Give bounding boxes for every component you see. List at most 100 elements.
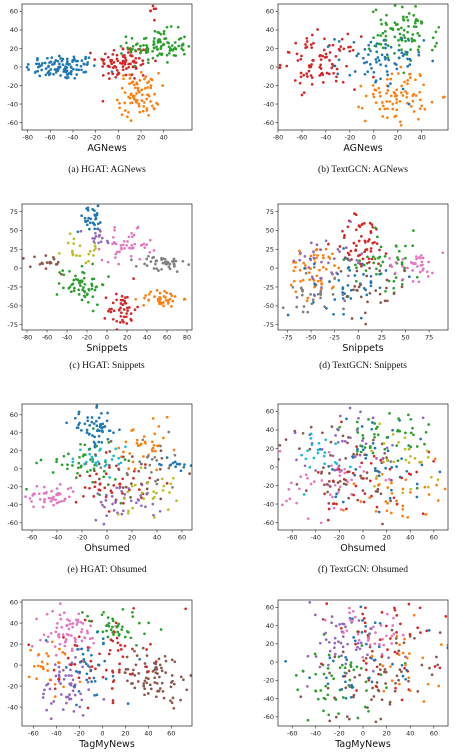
scatter-point [62,286,65,290]
scatter-point [398,100,402,103]
scatter-point [350,686,354,689]
scatter-point [155,48,159,51]
scatter-point [141,62,145,66]
scatter-point [373,422,377,425]
scatter-point [368,645,372,649]
scatter-point [278,457,280,461]
scatter-point [280,503,284,507]
scatter-point [164,299,168,302]
scatter-point [302,91,306,94]
scatter-point [77,293,81,296]
scatter-point [115,57,119,61]
y-tick-label: 40 [10,429,18,437]
scatter-point [331,468,334,471]
scatter-point [68,619,71,623]
panel-caption: (b) TextGCN: AGNews [318,164,408,175]
scatter-point [370,449,373,453]
scatter-point [91,427,95,430]
scatter-point [324,438,328,442]
scatter-point [44,267,48,270]
scatter-point [304,271,308,275]
scatter-point [362,477,365,480]
scatter-point [395,108,399,112]
scatter-point [124,301,128,305]
scatter-point [385,686,388,689]
scatter-point [105,629,108,633]
scatter-point [30,645,34,648]
y-tick-label: 60 [10,8,18,16]
scatter-point [314,248,318,252]
scatter-point [167,51,171,55]
scatter-point [122,308,126,311]
scatter-point [119,243,123,247]
scatter-point [151,4,155,8]
scatter-point [278,66,282,70]
scatter-point [99,466,103,469]
scatter-point [100,441,104,444]
scatter-point [434,30,438,34]
scatter-point [421,256,425,260]
scatter-point [118,428,121,432]
scatter-point [106,411,109,415]
scatter-point [295,305,299,309]
scatter-point [402,33,405,37]
scatter-point [110,491,114,494]
scatter-point [384,64,388,68]
scatter-point [346,274,350,278]
scatter-point [181,43,185,47]
scatter-point [68,622,72,626]
scatter-point [168,491,171,494]
scatter-point [46,56,49,60]
x-tick-label: 0 [361,534,365,542]
scatter-point [103,52,107,56]
scatter-point [348,406,352,410]
scatter-point [80,698,84,702]
scatter-point [82,494,85,498]
scatter-point [421,416,425,420]
scatter-point [75,73,79,76]
scatter-point [393,4,397,7]
y-tick-label: -50 [263,302,274,310]
scatter-point [397,43,401,47]
scatter-point [80,647,84,651]
scatter-point [66,73,69,77]
scatter-point [81,288,84,292]
scatter-point [427,423,431,426]
scatter-point [347,265,351,269]
scatter-point [122,455,125,459]
scatter-point [35,677,38,681]
scatter-point [326,518,330,522]
scatter-point [76,471,79,475]
scatter-point [403,637,406,641]
scatter-point [123,101,127,105]
scatter-point [339,641,343,645]
scatter-point [368,266,371,270]
scatter-point [125,67,128,70]
scatter-point [77,676,81,680]
scatter-point [381,115,385,118]
scatter-point [160,456,164,460]
scatter-point [43,498,46,501]
scatter-point [393,35,397,39]
scatter-point [410,105,413,108]
scatter-point [183,297,187,301]
scatter-point [110,495,114,498]
scatter-point [400,698,404,702]
scatter-point [152,443,156,447]
scatter-point [390,481,393,485]
scatter-point [171,476,175,480]
scatter-point [390,466,394,469]
scatter-point [385,77,389,81]
scatter-point [419,437,423,441]
scatter-point [86,61,90,64]
scatter-point [371,421,374,424]
scatter-point [152,107,156,110]
scatter-point [291,285,295,289]
scatter-point [157,71,160,75]
scatter-point [285,64,289,68]
x-tick-label: 20 [394,134,402,142]
scatter-point [344,483,348,486]
scatter-point [370,680,374,684]
scatter-point [90,653,93,657]
scatter-point [96,204,100,208]
